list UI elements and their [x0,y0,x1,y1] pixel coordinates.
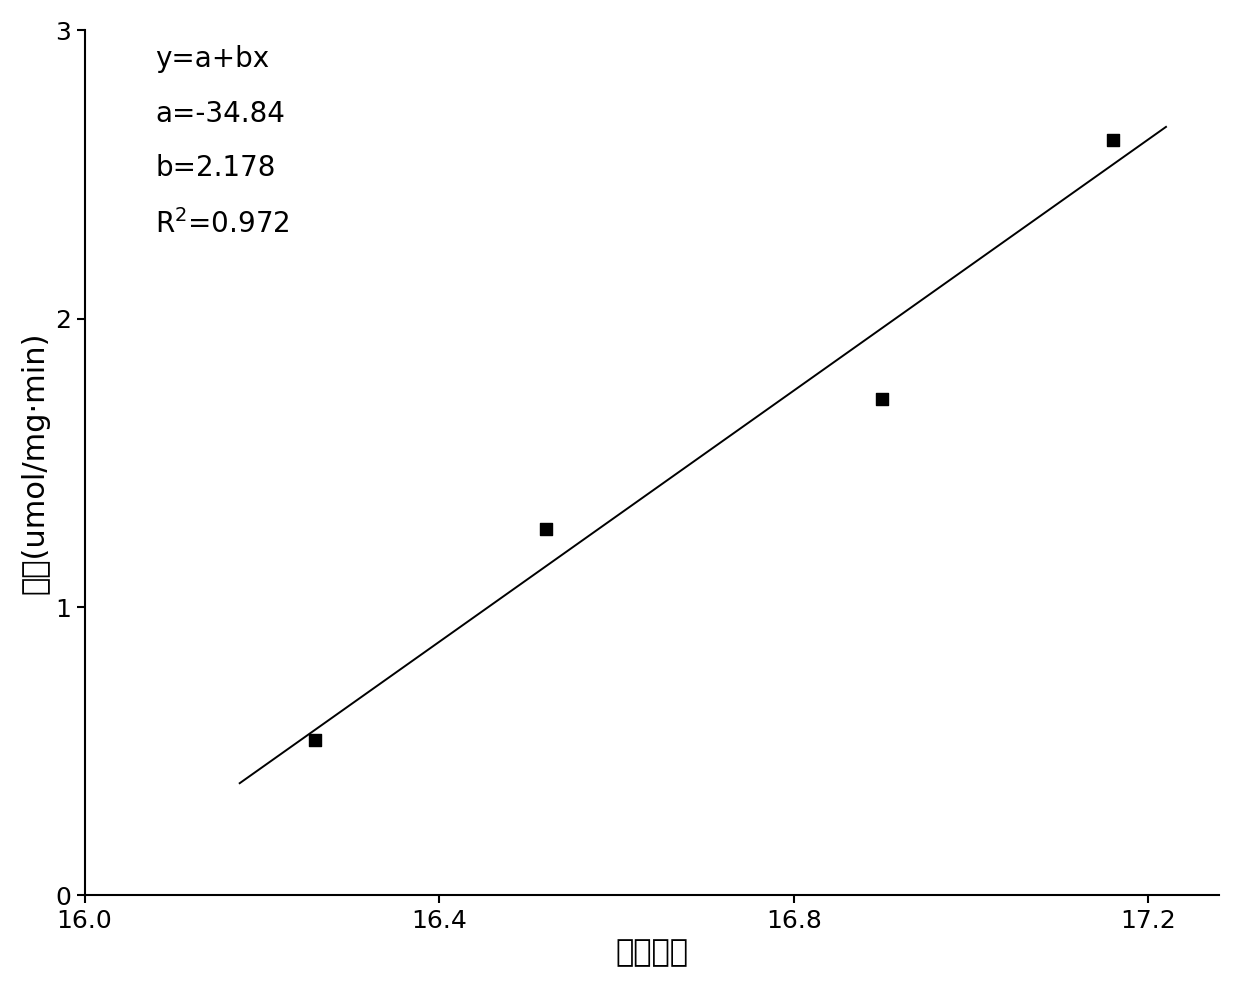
Y-axis label: 活性(umol/mg·min): 活性(umol/mg·min) [21,332,50,594]
Point [536,522,556,537]
Text: R$^2$=0.972: R$^2$=0.972 [155,209,290,239]
Text: y=a+bx: y=a+bx [155,44,269,73]
Text: b=2.178: b=2.178 [155,154,275,183]
Text: a=-34.84: a=-34.84 [155,100,285,127]
Point [873,391,893,407]
Point [305,732,325,748]
X-axis label: 荧光寿命: 荧光寿命 [615,939,688,967]
Point [1102,132,1122,148]
